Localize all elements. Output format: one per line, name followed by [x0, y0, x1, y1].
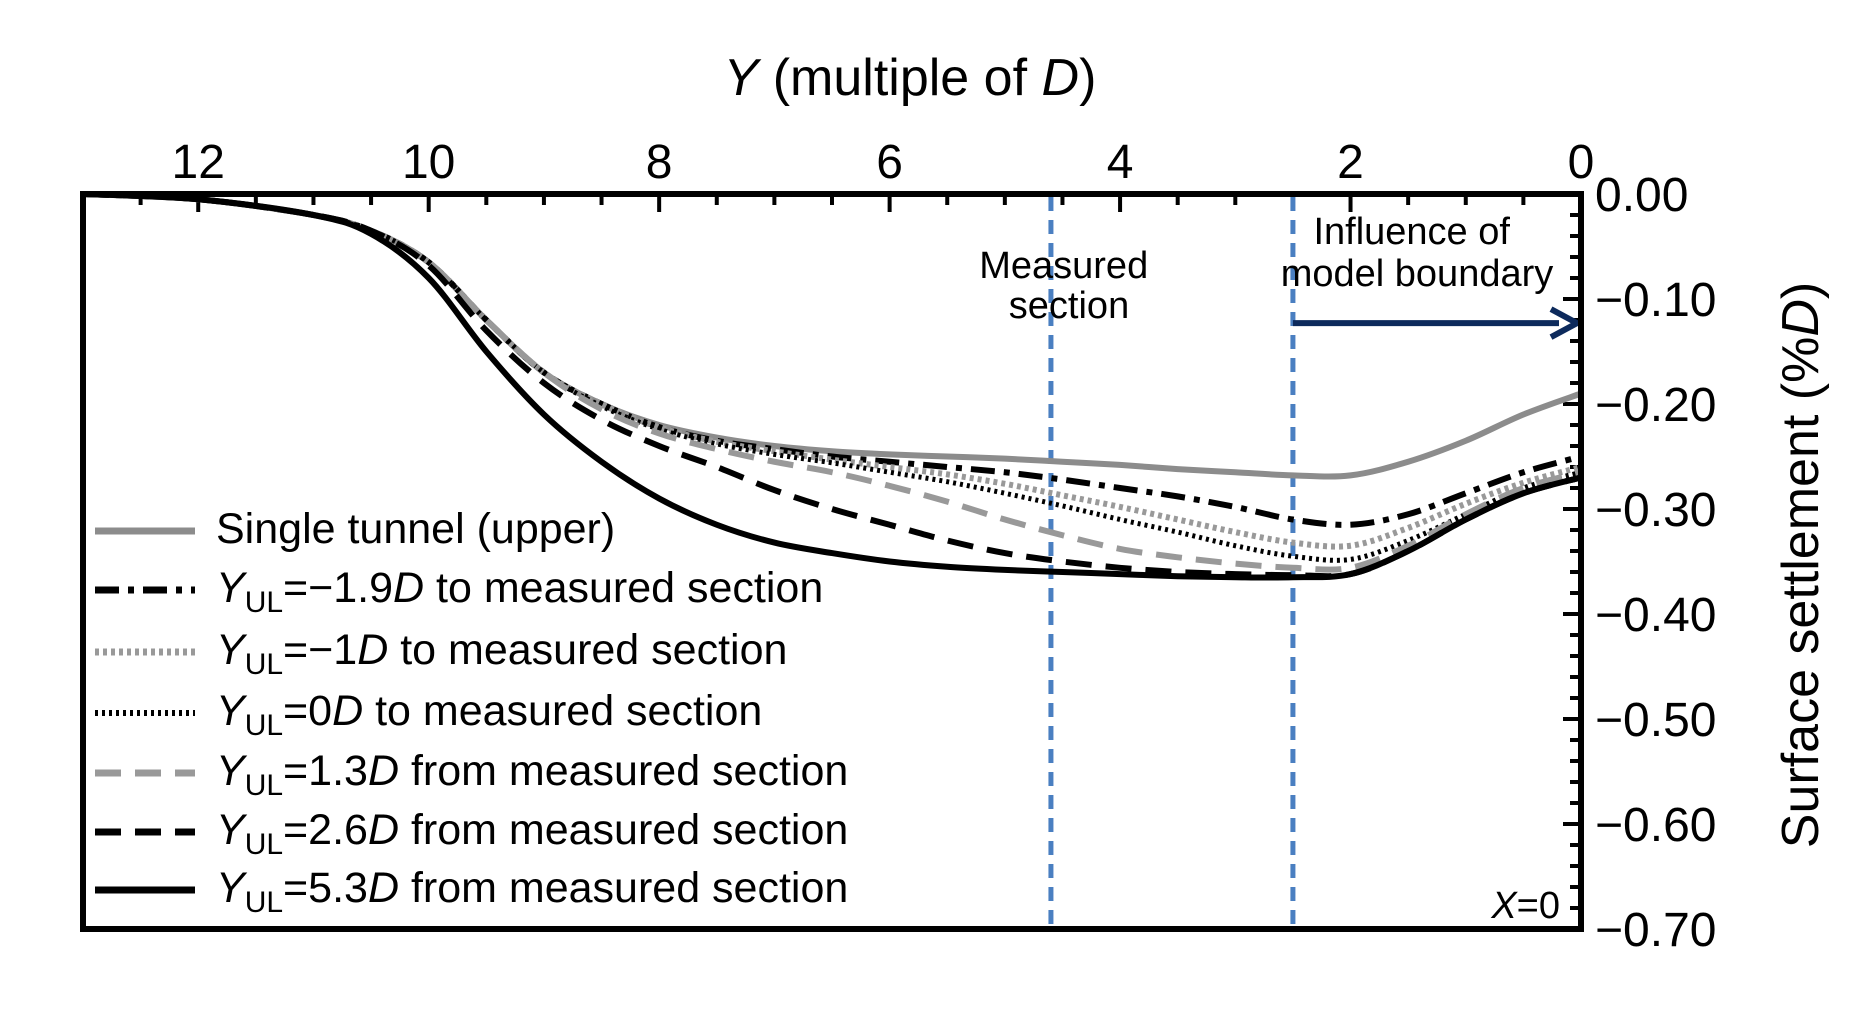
- x-tick-label: 8: [646, 136, 673, 189]
- x-axis-title: Y (multiple of D): [724, 49, 1097, 107]
- legend: Single tunnel (upper) YUL=−1.9D to measur…: [95, 505, 848, 919]
- x-axis-title-text: (multiple of: [758, 49, 1041, 107]
- x-axis-title-unit: D: [1042, 49, 1080, 107]
- legend-label-3: YUL=−1D to measured section: [216, 626, 787, 681]
- corner-note-rest: =0: [1517, 885, 1560, 927]
- y-tick-label: −0.30: [1595, 484, 1716, 537]
- y-axis-title-unit: D: [1772, 299, 1830, 337]
- series-line-7: [80, 191, 1584, 581]
- measured-section-label: Measured section: [979, 245, 1159, 327]
- measured-section-label-line2: section: [1009, 285, 1129, 327]
- x-axis-title-var: Y: [724, 49, 762, 107]
- x-tick-label: 12: [172, 136, 225, 189]
- legend-label-6: YUL=2.6D from measured section: [216, 806, 848, 861]
- legend-label-4: YUL=0D to measured section: [216, 687, 762, 742]
- model-boundary-label: Influence of model boundary: [1281, 211, 1554, 295]
- y-tick-label: −0.70: [1595, 904, 1716, 957]
- boundary-arrow: [1292, 306, 1584, 340]
- legend-label-7: YUL=5.3D from measured section: [216, 864, 848, 919]
- series-lines: [80, 191, 1584, 581]
- y-axis-title-text: Surface settlement (%: [1772, 337, 1830, 849]
- corner-note-var: X: [1490, 885, 1518, 927]
- x-tick-label: 2: [1337, 136, 1364, 189]
- measured-section-label-line1: Measured: [979, 245, 1148, 287]
- y-ticks: 0.00 −0.10 −0.20 −0.30 −0.40 −0.50 −0.60 −0.70: [1563, 169, 1716, 957]
- corner-note: X=0: [1490, 885, 1560, 927]
- model-boundary-label-line1: Influence of: [1313, 211, 1510, 253]
- y-axis-title-close: ): [1772, 282, 1830, 299]
- x-tick-label: 4: [1107, 136, 1134, 189]
- y-axis-title: Surface settlement (%D): [1772, 282, 1830, 848]
- y-tick-label: −0.40: [1595, 589, 1716, 642]
- arrow-head: [1549, 306, 1584, 340]
- x-tick-label: 6: [876, 136, 903, 189]
- plot-frame: [80, 191, 1584, 932]
- x-axis-title-close: ): [1079, 49, 1096, 107]
- y-tick-label: −0.20: [1595, 379, 1716, 432]
- x-tick-label: 0: [1568, 136, 1595, 189]
- legend-label-1: Single tunnel (upper): [216, 505, 615, 553]
- legend-label-5: YUL=1.3D from measured section: [216, 747, 848, 802]
- x-tick-label: 10: [402, 136, 455, 189]
- y-tick-label: 0.00: [1595, 169, 1688, 222]
- series-line-4: [82, 191, 1582, 563]
- legend-label-2: YUL=−1.9D to measured section: [216, 564, 823, 619]
- model-boundary-label-line2: model boundary: [1281, 253, 1554, 295]
- y-tick-label: −0.50: [1595, 694, 1716, 747]
- x-ticks: 12 10 8 6 4 2 0: [81, 136, 1595, 212]
- reference-lines: [1048, 197, 1296, 926]
- y-tick-label: −0.10: [1595, 274, 1716, 327]
- y-tick-label: −0.60: [1595, 799, 1716, 852]
